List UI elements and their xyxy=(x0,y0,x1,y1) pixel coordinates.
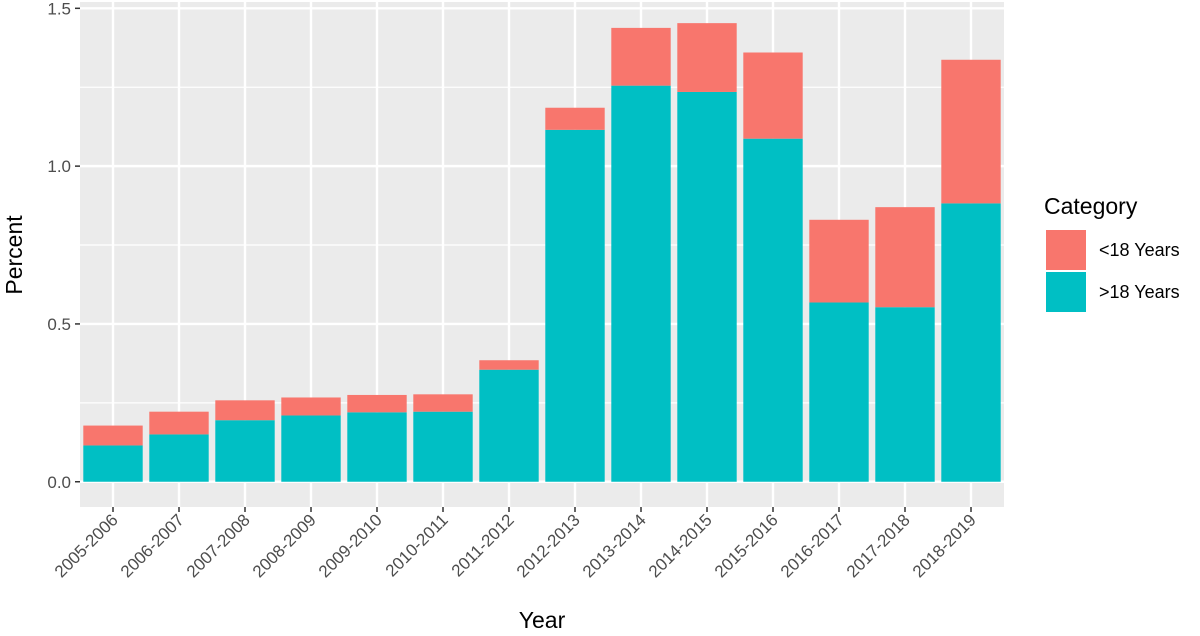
bar-segment xyxy=(809,219,869,303)
bar-segment xyxy=(545,129,605,482)
bar-segment xyxy=(479,360,539,370)
y-tick-label: 1.0 xyxy=(47,157,71,176)
bar-segment xyxy=(413,411,473,482)
legend: Category <18 Years >18 Years xyxy=(1044,193,1180,312)
bar-segment xyxy=(743,52,803,139)
bar-segment xyxy=(479,369,539,482)
bar-segment xyxy=(347,412,407,482)
x-tick-label: 2016-2017 xyxy=(777,510,848,581)
legend-label: >18 Years xyxy=(1099,282,1180,302)
x-tick-label: 2007-2008 xyxy=(183,510,254,581)
y-axis: 0.0 0.5 1.0 1.5 xyxy=(47,0,80,492)
bar-segment xyxy=(215,420,275,482)
x-tick-label: 2009-2010 xyxy=(315,510,386,581)
bar-segment xyxy=(743,138,803,482)
x-tick-label: 2018-2019 xyxy=(909,510,980,581)
bar-segment xyxy=(149,434,209,482)
x-axis: 2005-20062006-20072007-20082008-20092009… xyxy=(51,507,980,581)
bar-segment xyxy=(347,394,407,413)
bar-segment xyxy=(677,23,737,92)
bar-segment xyxy=(281,397,341,416)
legend-key xyxy=(1046,230,1086,270)
legend-label: <18 Years xyxy=(1099,240,1180,260)
x-tick-label: 2010-2011 xyxy=(382,510,452,580)
x-tick-label: 2015-2016 xyxy=(711,510,782,581)
legend-title: Category xyxy=(1044,193,1138,219)
bar-segment xyxy=(941,203,1001,482)
y-axis-title: Percent xyxy=(1,215,27,295)
bar-segment xyxy=(611,27,671,86)
y-tick-label: 0.0 xyxy=(47,473,71,492)
x-axis-title: Year xyxy=(519,607,566,633)
y-tick-label: 1.5 xyxy=(47,0,71,18)
bar-segment xyxy=(281,415,341,482)
bar-segment xyxy=(149,411,209,435)
x-tick-label: 2008-2009 xyxy=(249,510,320,581)
x-tick-label: 2006-2007 xyxy=(117,510,188,581)
bar-segment xyxy=(875,207,935,308)
bar-segment xyxy=(83,445,143,482)
bar-segment xyxy=(611,85,671,482)
x-tick-label: 2017-2018 xyxy=(843,510,914,581)
bar-segment xyxy=(545,107,605,130)
x-tick-label: 2014-2015 xyxy=(645,510,716,581)
x-tick-label: 2011-2012 xyxy=(448,510,518,580)
bar-segment xyxy=(215,400,275,421)
bar-segment xyxy=(941,59,1001,204)
x-tick-label: 2005-2006 xyxy=(51,510,122,581)
legend-key xyxy=(1046,272,1086,312)
bar-segment xyxy=(677,91,737,482)
x-tick-label: 2012-2013 xyxy=(513,510,584,581)
x-tick-label: 2013-2014 xyxy=(579,510,650,581)
bar-segment xyxy=(809,302,869,482)
bars xyxy=(83,23,1001,482)
bar-segment xyxy=(413,394,473,412)
bar-segment xyxy=(875,307,935,482)
y-tick-label: 0.5 xyxy=(47,315,71,334)
bar-segment xyxy=(83,425,143,446)
